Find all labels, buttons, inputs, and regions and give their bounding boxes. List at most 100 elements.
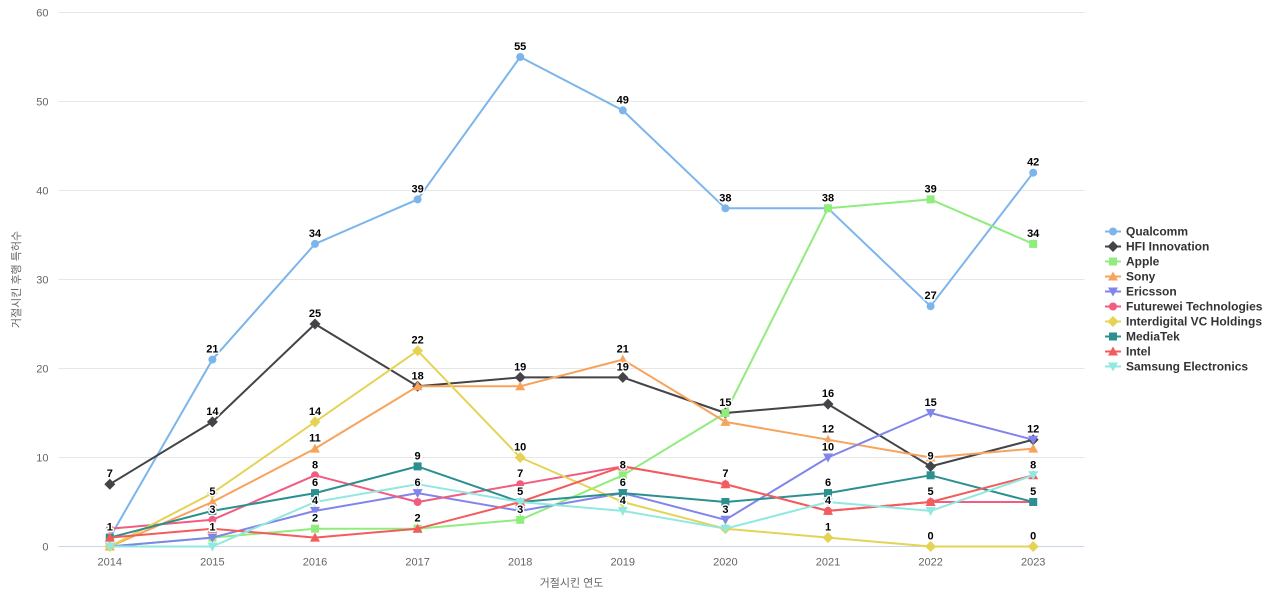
series-line-qualcomm — [108, 56, 1035, 539]
data-label-mediatek-2018: 5 — [517, 486, 523, 498]
data-point-apple-2016 — [311, 524, 319, 533]
data-point-apple-2019 — [618, 471, 627, 480]
data-label-hfi-innovation-2019: 19 — [617, 361, 629, 373]
data-point-sony-2016 — [310, 443, 320, 453]
x-tick-label: 2018 — [508, 557, 532, 569]
legend-item-samsung-electronics[interactable]: Samsung Electronics — [1105, 360, 1248, 374]
data-point-ericsson-2015 — [207, 533, 218, 543]
data-point-futurewei-technologies-2014 — [105, 524, 114, 533]
y-tick-label: 0 — [42, 542, 48, 554]
data-point-futurewei-technologies-2018 — [516, 480, 525, 489]
legend-item-interdigital-vc-holdings[interactable]: Interdigital VC Holdings — [1105, 315, 1262, 329]
legend-label-ericsson: Ericsson — [1126, 285, 1177, 299]
data-point-qualcomm-2017 — [413, 195, 422, 204]
data-point-interdigital-vc-holdings-2019 — [617, 496, 629, 508]
data-point-hfi-innovation-2016 — [309, 318, 321, 330]
data-point-mediatek-2015 — [208, 506, 217, 515]
series-line-samsung-electronics — [108, 474, 1035, 548]
data-label-futurewei-technologies-2021: 4 — [825, 495, 832, 507]
legend-item-intel[interactable]: Intel — [1105, 345, 1151, 359]
x-axis-title: 거절시킨 연도 — [540, 577, 604, 590]
data-label-ericsson-2020: 3 — [722, 504, 728, 516]
legend-marker-qualcomm — [1109, 227, 1117, 236]
data-point-intel-2015 — [207, 523, 218, 533]
series-line-mediatek — [108, 465, 1035, 539]
data-point-mediatek-2017 — [413, 462, 422, 471]
data-label-ericsson-2017: 6 — [415, 477, 421, 489]
y-tick-label: 30 — [36, 275, 48, 287]
legend-label-intel: Intel — [1126, 345, 1151, 359]
data-label-qualcomm-2018: 55 — [514, 41, 526, 53]
data-label-ericsson-2022: 15 — [924, 397, 936, 409]
data-label-interdigital-vc-holdings-2023: 0 — [1030, 531, 1036, 543]
y-axis-title: 거절시킨 후행 특허수 — [10, 231, 23, 328]
data-label-qualcomm-2020: 38 — [719, 192, 731, 204]
x-tick-label: 2019 — [611, 557, 635, 569]
data-point-intel-2016 — [310, 532, 320, 542]
data-point-samsung-electronics-2022 — [925, 506, 936, 516]
data-label-futurewei-technologies-2018: 7 — [517, 468, 523, 480]
data-point-samsung-electronics-2018 — [515, 498, 526, 507]
legend-marker-apple — [1109, 257, 1117, 266]
data-point-samsung-electronics-2015 — [207, 542, 218, 552]
data-point-mediatek-2016 — [311, 489, 319, 498]
legend-label-hfi-innovation: HFI Innovation — [1126, 240, 1209, 254]
data-label-hfi-innovation-2015: 14 — [206, 406, 219, 418]
legend-item-hfi-innovation[interactable]: HFI Innovation — [1105, 240, 1209, 254]
data-point-intel-2019 — [617, 461, 628, 471]
legend-label-samsung-electronics: Samsung Electronics — [1126, 360, 1248, 374]
y-tick-label: 60 — [36, 8, 48, 20]
x-tick-label: 2017 — [405, 557, 429, 569]
x-tick-label: 2014 — [98, 557, 122, 569]
y-tick-label: 10 — [36, 453, 48, 465]
data-point-mediatek-2022 — [926, 471, 935, 480]
data-point-mediatek-2019 — [618, 489, 627, 498]
legend-item-apple[interactable]: Apple — [1105, 255, 1160, 269]
data-label-apple-2022: 39 — [924, 183, 936, 195]
legend-marker-hfi-innovation — [1107, 241, 1119, 252]
data-point-hfi-innovation-2022 — [925, 460, 937, 472]
data-point-ericsson-2017 — [412, 489, 423, 499]
legend-marker-ericsson — [1108, 287, 1118, 297]
data-point-sony-2021 — [823, 434, 833, 444]
data-point-interdigital-vc-holdings-2022 — [925, 541, 937, 552]
data-point-mediatek-2020 — [721, 498, 730, 506]
legend-item-qualcomm[interactable]: Qualcomm — [1105, 225, 1188, 239]
data-label-hfi-innovation-2023: 12 — [1027, 424, 1039, 436]
data-label-mediatek-2017: 9 — [415, 450, 421, 462]
legend-label-qualcomm: Qualcomm — [1126, 225, 1188, 239]
legend-marker-mediatek — [1109, 332, 1117, 341]
data-point-sony-2018 — [515, 381, 526, 391]
data-label-futurewei-technologies-2023: 5 — [1030, 486, 1036, 498]
data-point-interdigital-vc-holdings-2015 — [206, 487, 218, 499]
data-label-apple-2023: 34 — [1027, 228, 1040, 240]
data-point-sony-2017 — [412, 381, 423, 391]
x-tick-label: 2022 — [918, 557, 942, 569]
x-tick-label: 2015 — [200, 557, 224, 569]
data-label-hfi-innovation-2020: 15 — [719, 397, 731, 409]
legend-item-futurewei-technologies[interactable]: Futurewei Technologies — [1105, 300, 1263, 314]
data-label-qualcomm-2023: 42 — [1027, 157, 1039, 169]
legend-item-sony[interactable]: Sony — [1105, 270, 1156, 284]
series-line-sony — [108, 358, 1035, 548]
data-point-ericsson-2022 — [925, 409, 936, 418]
data-label-sony-2015: 5 — [209, 486, 215, 498]
legend-item-ericsson[interactable]: Ericsson — [1105, 285, 1177, 299]
data-label-ericsson-2021: 10 — [822, 442, 834, 454]
data-label-qualcomm-2014: 1 — [107, 522, 113, 534]
data-point-interdigital-vc-holdings-2021 — [822, 532, 834, 544]
data-point-sony-2019 — [617, 354, 628, 364]
data-point-apple-2022 — [926, 195, 935, 204]
legend-label-interdigital-vc-holdings: Interdigital VC Holdings — [1126, 315, 1262, 329]
data-point-qualcomm-2022 — [926, 302, 935, 311]
data-label-sony-2021: 12 — [822, 424, 834, 436]
data-point-sony-2022 — [925, 452, 936, 462]
legend-marker-samsung-electronics — [1108, 362, 1118, 372]
data-label-interdigital-vc-holdings-2018: 10 — [514, 442, 526, 454]
data-label-apple-2018: 3 — [517, 504, 523, 516]
legend-item-mediatek[interactable]: MediaTek — [1105, 330, 1180, 344]
